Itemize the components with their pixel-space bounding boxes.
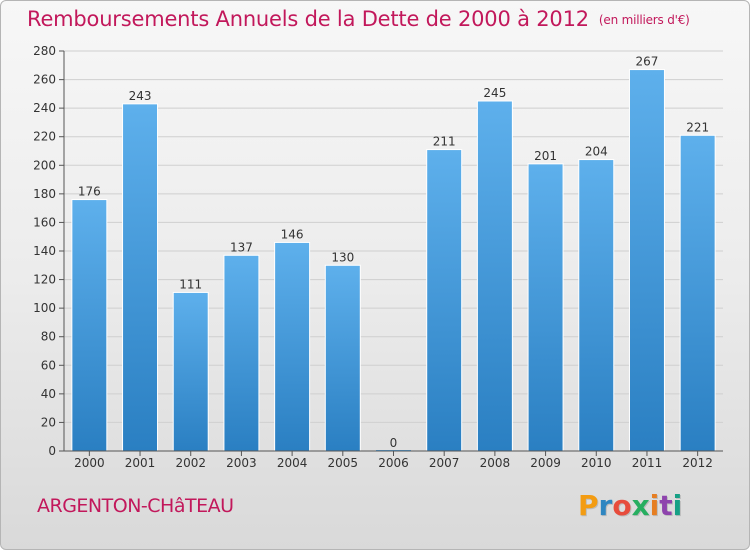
- x-tick-label-2002: 2002: [175, 456, 206, 470]
- x-tick-label-2006: 2006: [378, 456, 409, 470]
- y-tick-label: 240: [33, 101, 56, 115]
- y-tick-label: 60: [41, 358, 56, 372]
- x-tick-label-2009: 2009: [530, 456, 561, 470]
- bar-2003: [223, 254, 260, 452]
- city-name: ARGENTON-CHâTEAU: [37, 495, 234, 517]
- value-label-2006: 0: [390, 436, 398, 450]
- y-tick-label: 260: [33, 73, 56, 87]
- logo-letter: o: [612, 489, 632, 522]
- y-tick-label: 80: [41, 330, 56, 344]
- value-label-2009: 201: [534, 149, 557, 163]
- bar-2001: [122, 103, 159, 452]
- y-tick-label: 180: [33, 187, 56, 201]
- logo-letter: r: [598, 489, 613, 522]
- logo-letter: P: [578, 489, 599, 522]
- chart-title: Remboursements Annuels de la Dette de 20…: [27, 7, 690, 31]
- logo-letter: i: [672, 489, 683, 522]
- y-tick-label: 0: [48, 444, 56, 458]
- x-tick-label-2010: 2010: [581, 456, 612, 470]
- y-tick-label: 160: [33, 215, 56, 229]
- value-label-2003: 137: [230, 240, 253, 254]
- x-tick-label-2011: 2011: [632, 456, 663, 470]
- value-label-2007: 211: [433, 135, 456, 149]
- value-label-2012: 221: [686, 120, 709, 134]
- bar-2004: [274, 241, 311, 452]
- value-label-2001: 243: [129, 89, 152, 103]
- y-tick-label: 100: [33, 301, 56, 315]
- bar-2007: [426, 149, 463, 452]
- bar-2011: [628, 69, 665, 452]
- x-tick-label-2005: 2005: [328, 456, 359, 470]
- logo-letter: t: [659, 489, 673, 522]
- bar-2008: [476, 100, 513, 452]
- x-tick-label-2008: 2008: [480, 456, 511, 470]
- gridlines: [64, 50, 723, 423]
- x-tick-label-2000: 2000: [74, 456, 105, 470]
- y-tick-label: 140: [33, 244, 56, 258]
- value-label-2004: 146: [281, 227, 304, 241]
- proxiti-logo: Proxiti: [578, 489, 682, 522]
- axes: 0204060801001201401601802002202402602802…: [33, 44, 723, 470]
- logo-letter: i: [649, 489, 660, 522]
- value-label-2011: 267: [636, 55, 659, 69]
- y-tick-label: 40: [41, 387, 56, 401]
- y-tick-label: 200: [33, 158, 56, 172]
- value-label-2002: 111: [179, 277, 202, 291]
- value-label-2008: 245: [483, 86, 506, 100]
- x-tick-label-2001: 2001: [125, 456, 156, 470]
- y-tick-label: 120: [33, 273, 56, 287]
- x-tick-label-2012: 2012: [682, 456, 713, 470]
- value-label-2010: 204: [585, 145, 608, 159]
- x-tick-label-2004: 2004: [277, 456, 308, 470]
- bar-2005: [324, 264, 361, 452]
- bar-2000: [71, 199, 108, 452]
- bar-2010: [578, 159, 615, 452]
- y-tick-label: 220: [33, 130, 56, 144]
- value-label-2000: 176: [78, 185, 101, 199]
- y-tick-label: 20: [41, 415, 56, 429]
- chart-unit-note: (en milliers d'€): [598, 13, 690, 27]
- x-tick-label-2003: 2003: [226, 456, 257, 470]
- x-tick-label-2007: 2007: [429, 456, 460, 470]
- y-tick-label: 280: [33, 44, 56, 58]
- logo-letter: x: [631, 489, 650, 522]
- bar-2009: [527, 163, 564, 452]
- chart-title-text: Remboursements Annuels de la Dette de 20…: [27, 7, 589, 31]
- bar-2012: [679, 134, 716, 452]
- bar-2002: [172, 291, 209, 452]
- value-label-2005: 130: [331, 250, 354, 264]
